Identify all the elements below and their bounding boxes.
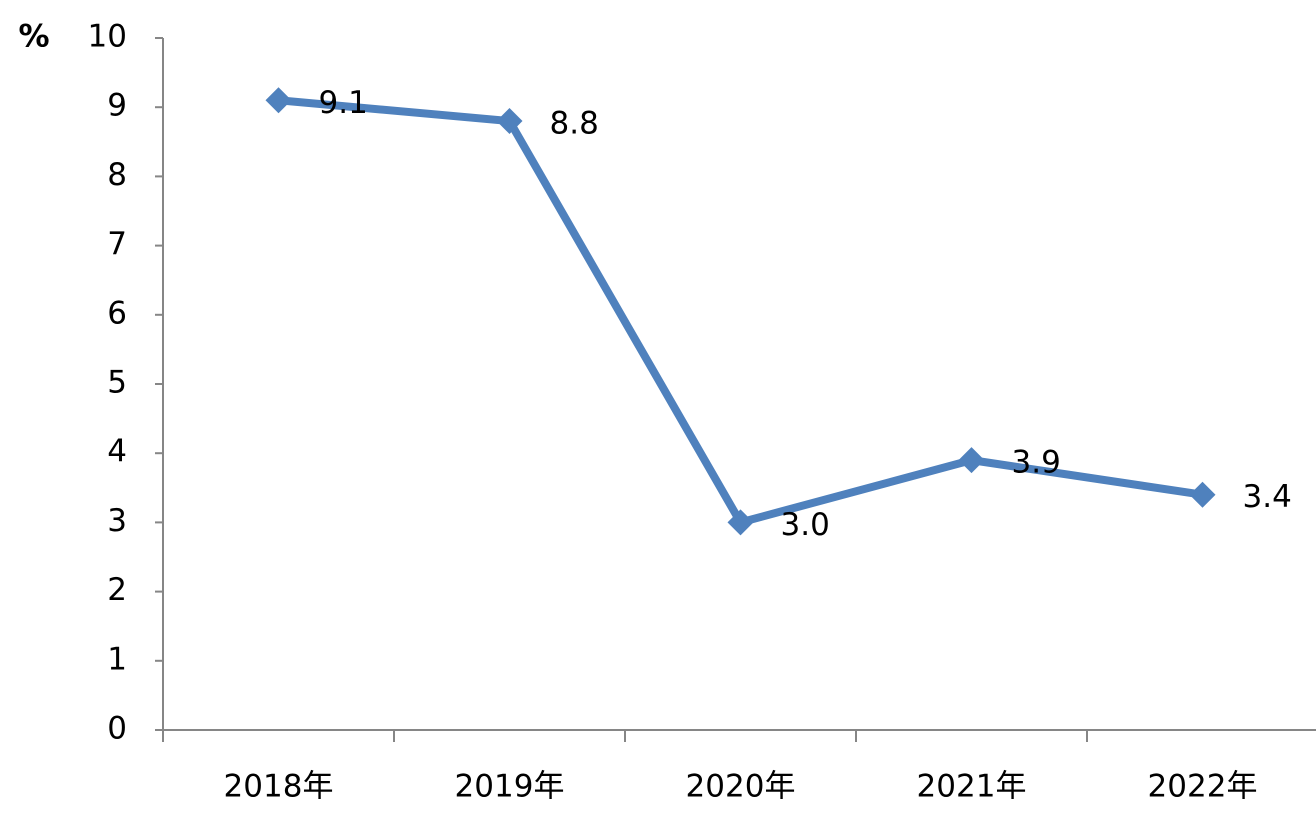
marker [265,87,292,114]
x-tick-label: 2018年 [224,769,334,805]
y-tick-label: 2 [107,572,127,608]
y-tick-label: 3 [107,503,127,539]
x-tick-label: 2022年 [1148,769,1258,805]
marker [958,447,985,474]
y-tick-label: 6 [107,295,127,331]
y-tick-label: 10 [88,19,127,55]
y-tick-label: 8 [107,157,127,193]
y-axis-label: % [18,19,49,55]
y-tick-label: 4 [107,434,127,470]
data-label: 3.4 [1243,479,1292,515]
y-tick-label: 9 [107,88,127,124]
line [278,96,1204,527]
x-tick-label: 2020年 [686,769,796,805]
y-tick-label: 7 [107,226,127,262]
data-label: 8.8 [550,106,599,142]
x-tick-label: 2019年 [455,769,565,805]
marker [1189,481,1216,508]
marker [496,108,523,135]
data-label: 9.1 [319,85,368,121]
data-label: 3.9 [1012,445,1061,481]
y-tick-label: 0 [107,711,127,747]
y-tick-label: 1 [107,641,127,677]
data-label: 3.0 [781,507,830,543]
y-tick-label: 5 [107,365,127,401]
marker [727,509,754,536]
x-tick-label: 2021年 [917,769,1027,805]
